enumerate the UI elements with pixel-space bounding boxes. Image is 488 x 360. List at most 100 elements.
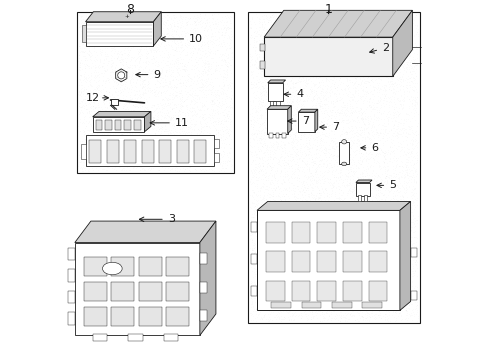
Point	[390, 203, 398, 209]
Point	[80, 89, 87, 94]
Point	[330, 27, 338, 32]
Point	[407, 274, 415, 279]
Point	[325, 268, 332, 274]
Point	[102, 107, 109, 112]
Point	[379, 36, 387, 42]
Point	[315, 23, 323, 28]
Point	[168, 44, 176, 50]
Point	[339, 182, 346, 188]
Point	[263, 295, 270, 301]
Point	[350, 39, 358, 45]
Point	[256, 135, 264, 141]
Point	[402, 294, 409, 300]
Point	[357, 224, 365, 230]
Point	[390, 251, 398, 256]
Point	[380, 95, 387, 101]
Point	[324, 179, 331, 185]
Point	[264, 173, 272, 179]
Point	[407, 163, 414, 168]
Point	[268, 271, 276, 277]
Point	[108, 154, 116, 160]
Point	[374, 26, 382, 32]
Point	[181, 161, 189, 167]
Point	[331, 99, 339, 105]
Point	[322, 223, 330, 229]
Point	[368, 37, 376, 43]
Point	[347, 240, 355, 246]
Point	[143, 74, 151, 80]
Point	[297, 116, 305, 121]
Point	[319, 115, 326, 121]
Point	[331, 231, 339, 237]
Point	[271, 127, 279, 132]
Point	[154, 38, 162, 44]
Point	[100, 146, 108, 152]
Point	[306, 30, 314, 36]
Point	[272, 131, 280, 137]
Point	[137, 128, 145, 134]
Point	[83, 89, 91, 95]
Point	[96, 40, 103, 46]
Point	[353, 310, 361, 316]
Point	[364, 262, 372, 267]
Point	[310, 302, 318, 308]
Point	[257, 133, 265, 139]
Point	[173, 38, 181, 44]
Point	[157, 125, 164, 131]
Point	[216, 71, 224, 77]
Point	[354, 133, 362, 139]
Point	[383, 12, 391, 18]
Point	[92, 94, 100, 100]
Point	[383, 192, 391, 198]
Point	[113, 37, 121, 42]
Point	[398, 183, 406, 189]
Point	[267, 129, 275, 135]
Point	[390, 105, 398, 111]
Point	[354, 214, 362, 220]
Point	[350, 227, 358, 233]
Point	[251, 28, 259, 33]
Point	[83, 110, 91, 116]
Point	[200, 123, 208, 129]
Point	[177, 162, 185, 168]
Point	[381, 82, 388, 88]
Point	[256, 155, 264, 161]
Point	[396, 309, 404, 315]
Point	[346, 127, 354, 133]
Point	[292, 294, 300, 300]
Point	[395, 131, 403, 136]
Point	[285, 19, 293, 25]
Point	[256, 280, 264, 286]
Point	[350, 265, 358, 271]
Point	[398, 194, 406, 200]
Point	[401, 32, 408, 38]
Point	[215, 95, 223, 101]
Point	[153, 113, 161, 119]
Point	[316, 276, 324, 282]
Point	[169, 39, 177, 44]
Point	[94, 72, 102, 77]
Point	[164, 109, 172, 115]
Point	[289, 81, 297, 87]
Point	[113, 34, 121, 40]
Point	[344, 84, 352, 90]
Point	[157, 126, 165, 132]
Point	[110, 46, 118, 52]
Point	[127, 56, 135, 62]
Point	[391, 264, 399, 270]
Point	[391, 188, 399, 194]
Point	[408, 306, 416, 312]
Point	[85, 144, 93, 150]
Point	[259, 85, 267, 91]
Point	[410, 97, 418, 103]
Point	[251, 295, 259, 301]
Point	[375, 174, 383, 180]
Point	[321, 48, 328, 53]
Point	[143, 108, 151, 113]
Point	[350, 89, 358, 95]
Point	[266, 302, 274, 308]
Point	[407, 78, 415, 84]
Point	[304, 238, 312, 243]
Point	[219, 90, 226, 96]
Point	[330, 174, 338, 180]
